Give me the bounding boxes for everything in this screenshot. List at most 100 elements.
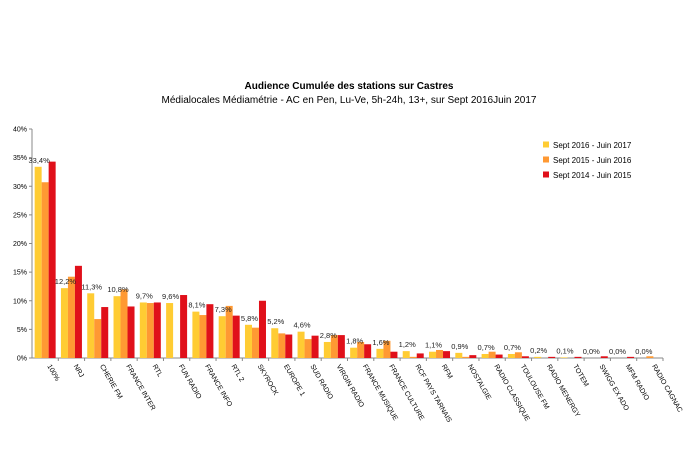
bar-2-france-culture <box>390 351 398 358</box>
data-label: 0,0% <box>609 347 626 356</box>
data-label: 7,3% <box>215 305 232 314</box>
bar-2-france-info <box>206 304 214 358</box>
bar-1-europe-1 <box>278 333 286 358</box>
x-tick-label: VIRGIN RADIO <box>335 364 365 410</box>
bar-0-sud-radio <box>297 331 305 358</box>
bar-1-nrj <box>67 276 75 358</box>
x-tick-label: FRANCE INFO <box>203 364 233 409</box>
bar-2-radio-menergy <box>548 356 556 358</box>
legend-swatch <box>543 156 549 163</box>
bar-0-europe-1 <box>271 328 279 358</box>
x-tick-label: EUROPE 1 <box>282 364 306 398</box>
chart-title: Audience Cumulée des stations sur Castre… <box>244 81 454 92</box>
data-label: 12,2% <box>55 277 77 286</box>
bar-2-cherie-fm <box>101 307 109 358</box>
legend-swatch <box>543 141 549 148</box>
data-label: 9,7% <box>136 291 153 300</box>
bar-0-rcf-pays-tarnais <box>402 351 410 358</box>
bar-2-nrj <box>74 265 82 358</box>
x-tick-label: RFM <box>440 364 454 381</box>
bar-2-rcf-pays-tarnais <box>416 353 424 358</box>
x-tick-label: FUN RADIO <box>177 364 203 401</box>
y-tick-label: 35% <box>13 155 27 162</box>
bar-1-france-culture <box>383 340 391 358</box>
bar-1-rfm <box>436 349 444 358</box>
data-label: 11,3% <box>81 282 102 291</box>
x-tick-label: RTL <box>151 364 164 379</box>
y-tick-label: 30% <box>13 184 27 191</box>
bar-2-100- <box>48 161 56 358</box>
bar-2-sud-radio <box>311 335 319 358</box>
x-tick-label: NOSTALGIE <box>466 364 492 402</box>
bar-0-rtl <box>139 302 147 358</box>
bar-2-fun-radio <box>180 295 188 358</box>
y-tick-label: 15% <box>13 270 27 277</box>
x-tick-label: SUD RADIO <box>308 364 334 402</box>
bar-1-france-musique <box>357 341 365 358</box>
bar-2-radio-classique <box>495 354 503 358</box>
data-label: 0,0% <box>635 347 652 356</box>
data-label: 1,8% <box>346 337 363 346</box>
bar-0-nostalgie <box>455 352 463 358</box>
bar-0-france-info <box>192 311 200 358</box>
data-label: 8,1% <box>188 301 205 310</box>
x-tick-label: SWIGG EX ADO <box>598 364 630 413</box>
x-tick-label: TOTEM <box>571 364 589 389</box>
bar-0-skyrock <box>244 324 252 358</box>
bar-1-radio-cagnac <box>646 356 654 358</box>
x-tick-label: NRJ <box>72 364 85 379</box>
y-tick-label: 25% <box>13 212 27 219</box>
x-tick-label: MFM RADIO <box>624 364 650 403</box>
bar-2-rtl <box>153 302 161 358</box>
bar-2-france-musique <box>364 344 372 358</box>
legend-entry: Sept 2014 - Juin 2015 <box>553 171 632 180</box>
data-label: 5,8% <box>241 314 258 323</box>
y-tick-label: 20% <box>13 241 27 248</box>
data-label: 1,2% <box>399 340 416 349</box>
bar-2-swigg-ex-ado <box>600 356 608 358</box>
data-label: 0,0% <box>583 347 600 356</box>
bar-1-virgin-radio <box>330 335 338 358</box>
bar-1-100- <box>41 182 49 358</box>
data-label: 1,1% <box>425 341 442 350</box>
data-label: 0,1% <box>556 346 573 355</box>
bar-0-radio-menergy <box>534 356 542 358</box>
data-label: 0,9% <box>451 342 468 351</box>
bar-2-rfm <box>443 351 451 358</box>
data-label: 4,6% <box>294 321 311 330</box>
bar-0-france-inter <box>113 296 121 358</box>
data-label: 10,8% <box>107 285 129 294</box>
bar-2-skyrock <box>258 300 266 358</box>
bar-1-rtl-2 <box>225 305 233 358</box>
bar-0-totem <box>560 357 568 358</box>
bar-0-rtl-2 <box>218 316 226 358</box>
bar-0-fun-radio <box>166 303 174 358</box>
bar-0-cherie-fm <box>87 293 95 358</box>
data-label: 1,6% <box>372 338 389 347</box>
bar-0-100- <box>34 166 42 358</box>
x-tick-label: TOULOUSE FM <box>519 364 550 411</box>
x-tick-label: FRANCE INTER <box>124 364 156 412</box>
bar-1-france-inter <box>120 289 128 358</box>
bar-1-rtl <box>146 303 154 358</box>
bar-1-sud-radio <box>304 339 312 358</box>
data-label: 0,7% <box>478 343 495 352</box>
data-label: 5,2% <box>267 317 284 326</box>
bar-0-france-culture <box>376 348 384 358</box>
bar-0-rfm <box>429 351 437 358</box>
legend-entry: Sept 2016 - Juin 2017 <box>553 141 632 150</box>
y-tick-label: 10% <box>13 298 27 305</box>
bar-1-france-info <box>199 315 207 358</box>
bar-1-cherie-fm <box>94 319 102 358</box>
x-tick-label: RTL 2 <box>229 364 244 384</box>
bar-1-radio-classique <box>488 351 496 358</box>
bar-1-rcf-pays-tarnais <box>409 356 417 358</box>
bar-2-rtl-2 <box>232 315 240 358</box>
data-label: 33,4% <box>29 156 51 165</box>
x-tick-label: CHERIE FM <box>98 364 123 401</box>
bar-0-france-musique <box>350 347 358 358</box>
bar-2-nostalgie <box>469 355 477 358</box>
bar-2-toulouse-fm <box>521 356 529 358</box>
x-tick-label: RADIO CAGNAC <box>650 364 683 414</box>
